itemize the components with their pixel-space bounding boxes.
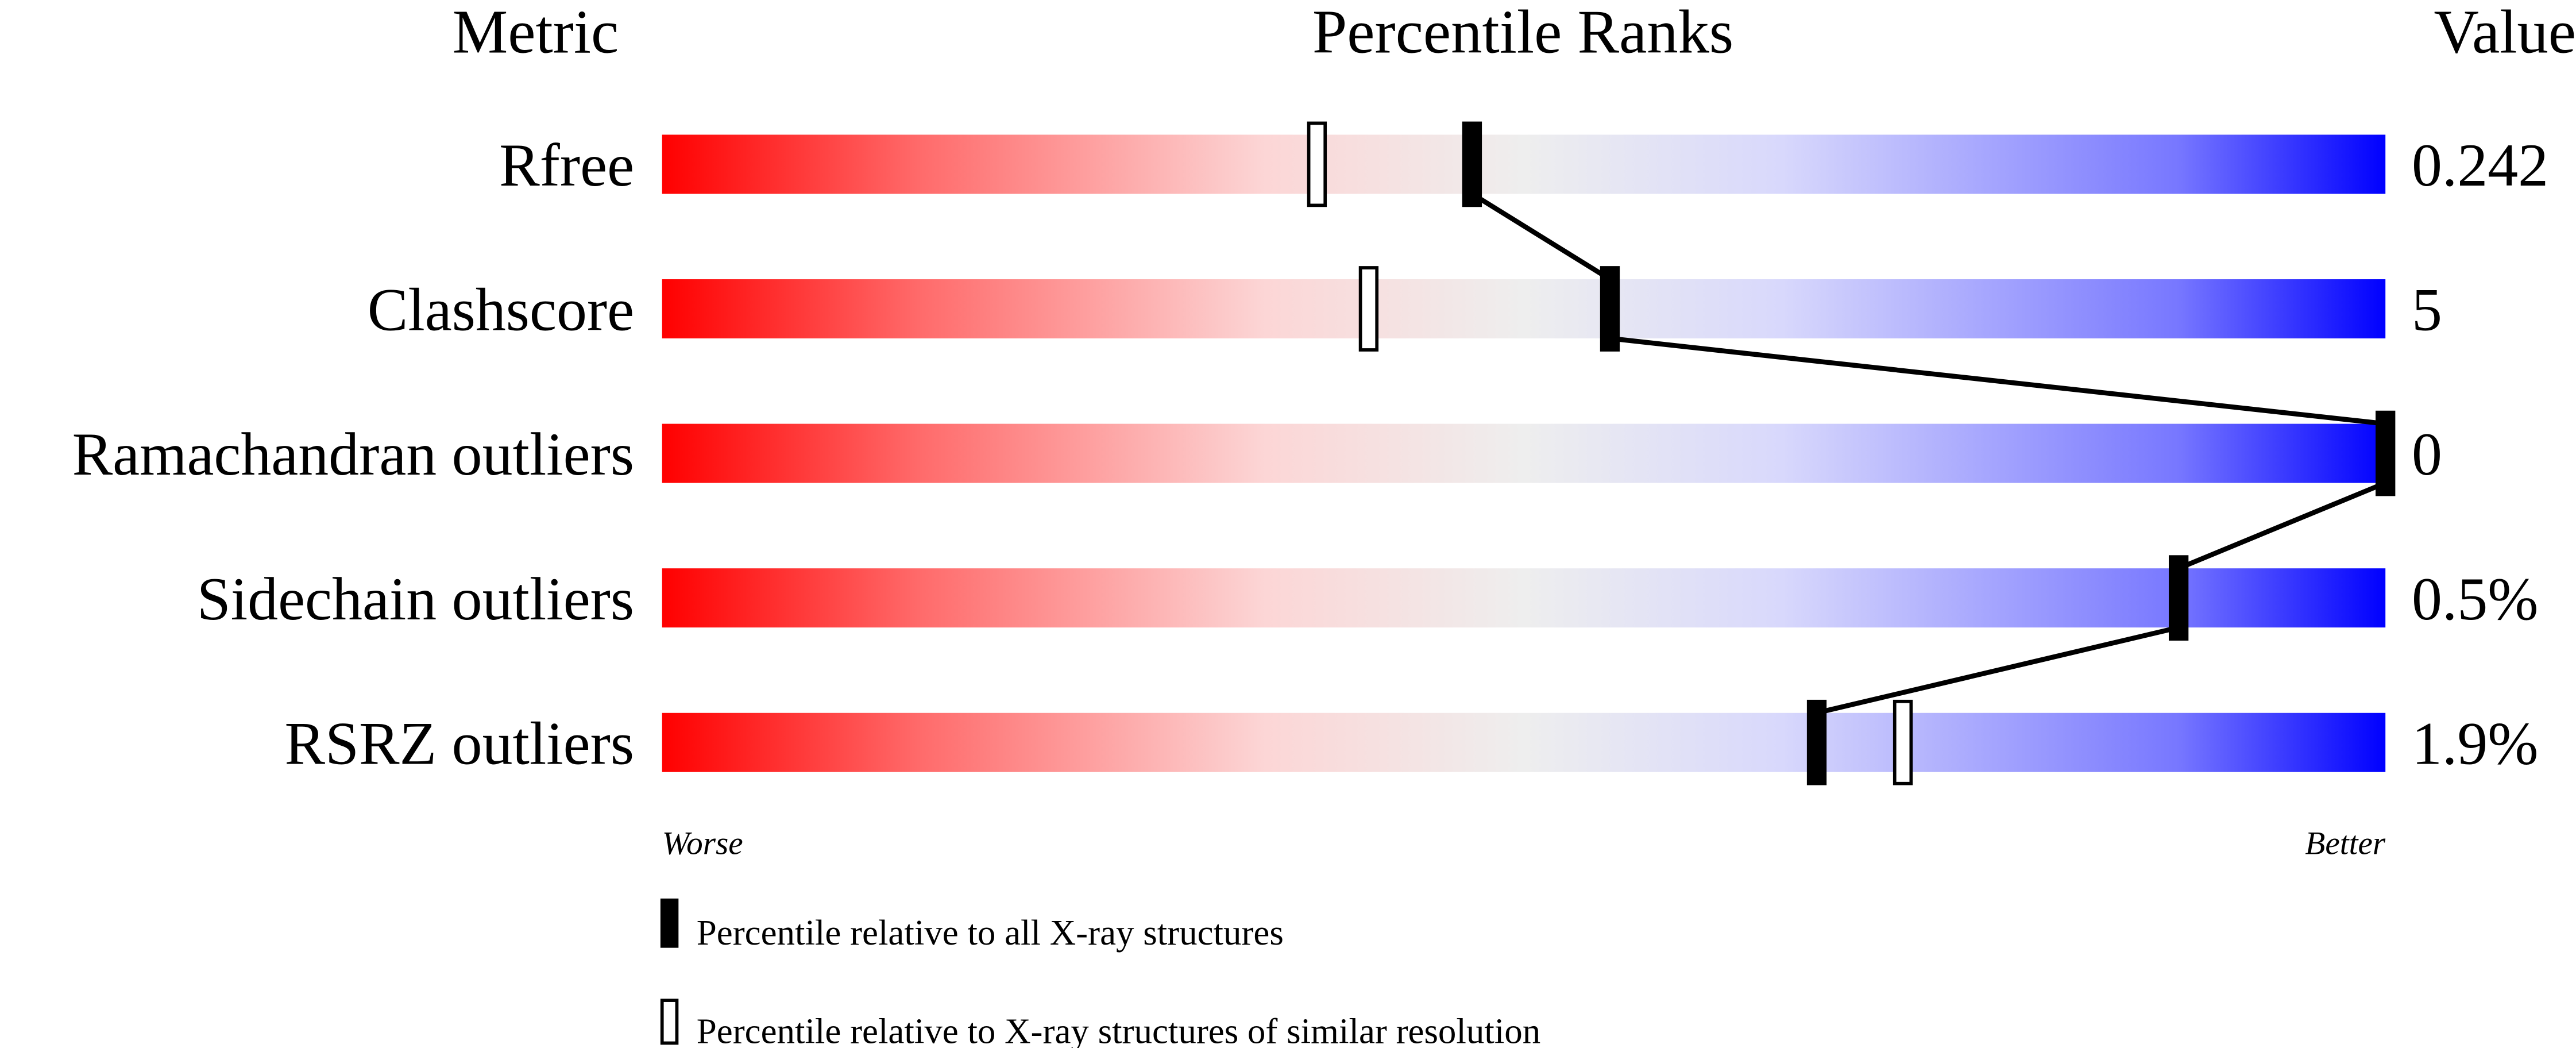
header-value: Value bbox=[2434, 0, 2576, 66]
percentile-bar bbox=[662, 568, 2386, 628]
legend-label-all: Percentile relative to all X-ray structu… bbox=[697, 912, 1284, 953]
percentile-marker-all bbox=[1600, 266, 1620, 352]
metric-label: Clashscore bbox=[368, 276, 634, 344]
metric-value: 0 bbox=[2412, 421, 2442, 488]
percentile-marker-similar bbox=[1358, 266, 1379, 352]
percentile-bar bbox=[662, 279, 2386, 338]
axis-label-worse: Worse bbox=[662, 826, 743, 862]
metric-value: 0.5% bbox=[2412, 565, 2538, 633]
legend-marker-similar bbox=[660, 999, 679, 1045]
percentile-marker-all bbox=[2376, 410, 2396, 496]
legend-marker-all bbox=[660, 898, 679, 948]
metric-value: 1.9% bbox=[2412, 710, 2538, 777]
percentile-marker-similar bbox=[1307, 121, 1327, 207]
metric-value: 0.242 bbox=[2412, 132, 2548, 199]
metric-value: 5 bbox=[2412, 276, 2442, 344]
metric-label: Sidechain outliers bbox=[197, 565, 634, 633]
percentile-marker-all bbox=[2168, 555, 2189, 641]
header-metric: Metric bbox=[453, 0, 619, 66]
metric-label: Rfree bbox=[499, 132, 634, 199]
metric-label: RSRZ outliers bbox=[285, 710, 635, 777]
percentile-bar bbox=[662, 134, 2386, 194]
header-percentile-ranks: Percentile Ranks bbox=[1312, 0, 1733, 66]
legend-label-similar: Percentile relative to X-ray structures … bbox=[697, 1011, 1540, 1048]
percentile-bar bbox=[662, 423, 2386, 483]
percentile-marker-all bbox=[1806, 699, 1827, 785]
percentile-bar bbox=[662, 712, 2386, 772]
percentile-marker-all bbox=[1462, 121, 1482, 207]
axis-label-better: Better bbox=[2305, 826, 2386, 862]
metric-label: Ramachandran outliers bbox=[72, 421, 635, 488]
percentile-marker-similar bbox=[1893, 699, 1913, 785]
